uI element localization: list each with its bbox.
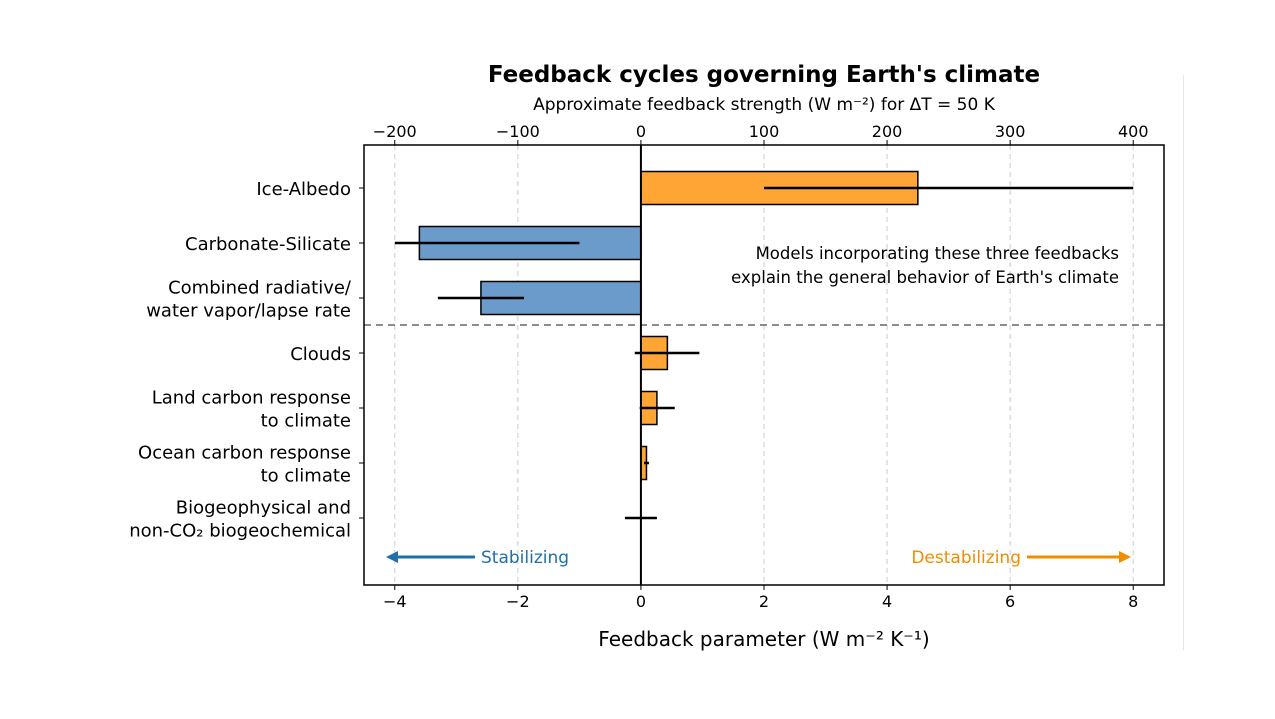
y-tick-label: Clouds xyxy=(290,344,351,365)
top-tick-label: −100 xyxy=(496,122,540,141)
y-tick-label: Ocean carbon response xyxy=(138,443,351,464)
y-tick-label: Carbonate-Silicate xyxy=(185,234,351,255)
y-tick-label: Ice-Albedo xyxy=(256,179,351,200)
plot-frame xyxy=(363,144,1165,586)
x-axis-label: Feedback parameter (W m⁻² K⁻¹) xyxy=(598,627,929,651)
destabilizing-arrowhead xyxy=(1119,551,1131,563)
top-tick-label: −200 xyxy=(373,122,417,141)
y-tick-label: non-CO₂ biogeochemical xyxy=(129,521,351,542)
y-tick-label: Combined radiative/ xyxy=(168,278,352,299)
y-tick-label: Land carbon response xyxy=(152,388,351,409)
annotation-text: explain the general behavior of Earth's … xyxy=(731,268,1119,287)
chart-title: Feedback cycles governing Earth's climat… xyxy=(488,62,1040,88)
top-tick-label: 100 xyxy=(749,122,780,141)
stabilizing-arrowhead xyxy=(386,551,398,563)
page-divider xyxy=(1183,75,1184,650)
top-tick-label: 400 xyxy=(1118,122,1149,141)
x-tick-label: 6 xyxy=(1005,592,1015,611)
stabilizing-label: Stabilizing xyxy=(481,548,569,568)
top-axis-label: Approximate feedback strength (W m⁻²) fo… xyxy=(533,95,996,115)
x-tick-label: −4 xyxy=(383,592,407,611)
x-tick-label: 8 xyxy=(1128,592,1138,611)
top-tick-label: 300 xyxy=(995,122,1026,141)
y-tick-label: to climate xyxy=(261,411,351,432)
y-tick-label: to climate xyxy=(261,466,351,487)
x-tick-label: 2 xyxy=(759,592,769,611)
top-tick-label: 200 xyxy=(872,122,903,141)
destabilizing-label: Destabilizing xyxy=(911,548,1021,568)
y-tick-label: water vapor/lapse rate xyxy=(146,301,351,322)
annotation-text: Models incorporating these three feedbac… xyxy=(756,244,1119,263)
x-tick-label: −2 xyxy=(506,592,530,611)
x-tick-label: 4 xyxy=(882,592,892,611)
x-tick-label: 0 xyxy=(636,592,646,611)
y-tick-label: Biogeophysical and xyxy=(176,498,351,519)
top-tick-label: 0 xyxy=(636,122,646,141)
